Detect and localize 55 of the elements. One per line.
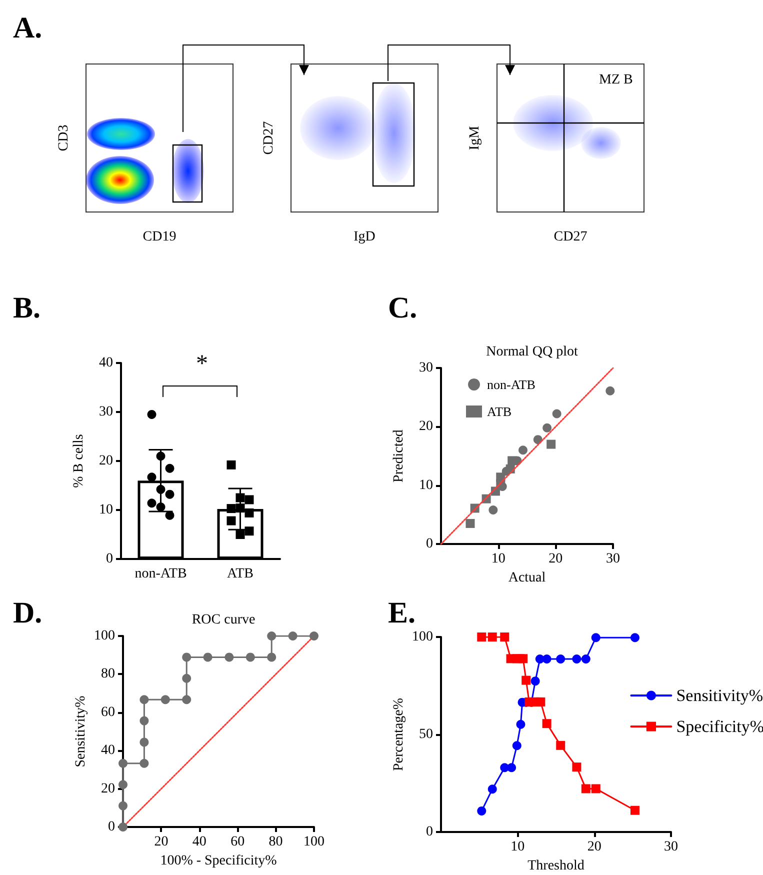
x-axis-title: 100% - Specificity% (160, 853, 278, 868)
y-tick-label: 80 (101, 666, 115, 682)
text: IgD (354, 230, 376, 244)
chart-title: ROC curve (192, 612, 256, 628)
y-tick-label: 50 (419, 727, 433, 742)
text: CD19 (142, 230, 176, 244)
y-tick-label: 100 (94, 628, 115, 644)
y-axis-title: Sensitivity% (74, 695, 88, 768)
x-axis-title: Threshold (528, 858, 584, 874)
y-axis-title: Predicted (392, 430, 406, 482)
x-tick-label: 20 (154, 834, 168, 850)
y-tick-label: 0 (106, 552, 113, 566)
y-tick-label: 20 (419, 419, 433, 434)
y-tick-label: 0 (108, 820, 115, 834)
y-axis-title: % B cells (72, 434, 86, 488)
y-tick-label: 0 (426, 536, 433, 552)
text: E. (388, 596, 416, 630)
y-tick-label: 40 (99, 356, 113, 370)
legend-label: Specificity% (676, 717, 763, 736)
text: CD27 (262, 121, 276, 155)
x-tick-label: 20 (587, 840, 602, 854)
y-tick-label: 60 (101, 704, 115, 720)
y-tick-label: 0 (426, 824, 433, 840)
text: B. (13, 292, 41, 324)
y-tick-label: 20 (99, 454, 113, 468)
chart-title: Normal QQ plot (486, 344, 578, 360)
text: MZ B (599, 72, 633, 88)
x-tick-label: 10 (510, 840, 525, 854)
x-tick-label: 10 (491, 552, 506, 566)
x-tick-label: 80 (268, 834, 283, 850)
text: D. (13, 596, 42, 630)
x-tick-label: 20 (548, 552, 563, 566)
y-tick-label: 40 (101, 743, 115, 758)
legend-label: non-ATB (487, 377, 536, 392)
legend-label: ATB (487, 404, 512, 419)
x-tick-label: 30 (664, 840, 678, 854)
y-tick-label: 30 (99, 404, 113, 420)
y-tick-label: 30 (419, 360, 433, 376)
x-tick-label: 30 (606, 552, 620, 566)
y-axis-title: Percentage% (392, 698, 406, 772)
x-tick-label: 60 (230, 834, 245, 850)
annotation: * (196, 351, 208, 377)
text: IgM (468, 125, 482, 150)
y-tick-label: 100 (412, 630, 433, 644)
text: A. (13, 12, 42, 44)
text: C. (388, 292, 418, 324)
y-tick-label: 10 (99, 502, 113, 518)
x-axis-title: Actual (508, 570, 546, 586)
x-tick-label: 100 (304, 834, 324, 850)
y-tick-label: 10 (419, 478, 433, 493)
text: CD27 (554, 230, 588, 244)
y-tick-label: 20 (101, 781, 115, 796)
x-tick-label: 40 (192, 834, 206, 850)
text: CD3 (56, 124, 72, 152)
legend-label: Sensitivity% (676, 686, 763, 705)
